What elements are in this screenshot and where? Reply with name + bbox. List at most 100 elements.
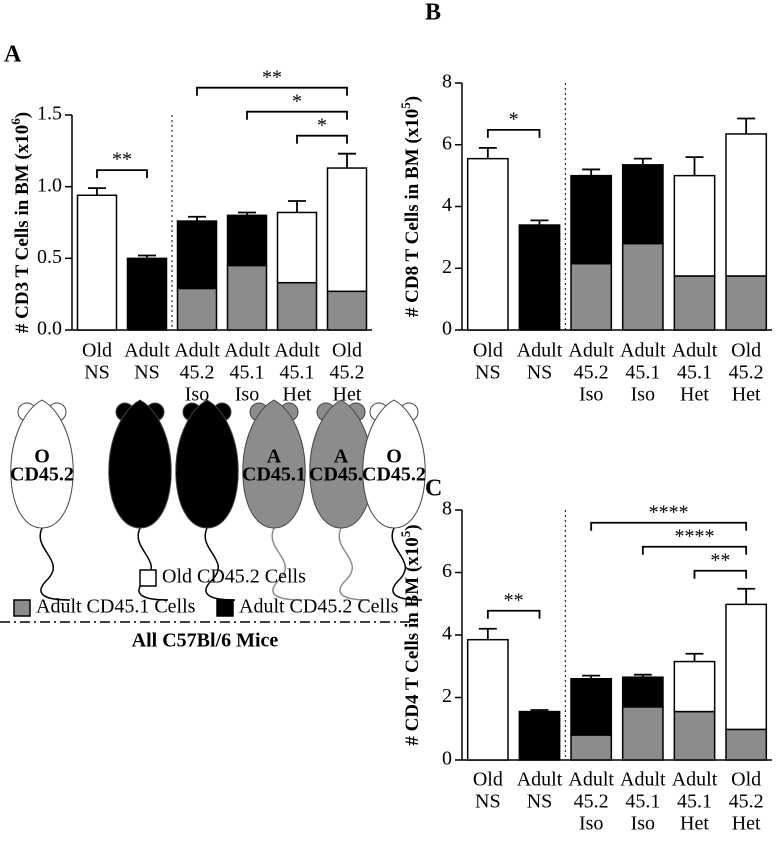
significance-bracket <box>196 86 348 96</box>
x-tick-label: Old <box>731 340 761 362</box>
significance-bracket <box>693 569 748 579</box>
bar-segment <box>570 174 613 265</box>
x-tick-label: NS <box>475 791 501 813</box>
legend-label: Adult CD45.2 Cells <box>239 596 399 618</box>
legend-swatch <box>216 599 234 617</box>
y-tick-label: 8 <box>442 498 452 520</box>
bar-segment <box>570 262 613 331</box>
mouse-body <box>175 399 239 529</box>
x-tick-label: NS <box>134 362 160 384</box>
mouse-tail <box>271 527 303 601</box>
y-tick-label: 4 <box>442 194 452 216</box>
mouse-letter: O <box>34 446 50 468</box>
significance-label: * <box>317 114 327 136</box>
footer: All C57Bl/6 Mice <box>132 630 279 652</box>
x-tick-label: Het <box>283 384 312 406</box>
bar-segment <box>621 164 664 245</box>
x-tick-label: Adult <box>224 340 270 362</box>
y-tick-label: 0 <box>442 318 452 340</box>
mouse-label: CD45.2 <box>362 464 426 486</box>
x-tick-label: Iso <box>579 813 603 835</box>
x-tick-label: 45.2 <box>729 362 764 384</box>
x-tick-label: Old <box>473 769 503 791</box>
x-tick-label: Adult <box>274 340 320 362</box>
error-bar <box>478 627 497 640</box>
significance-label: ** <box>504 589 524 611</box>
x-tick-label: Het <box>732 384 761 406</box>
bar-segment <box>518 224 561 331</box>
y-label-text: # CD4 T Cells in BM (x10 <box>402 537 423 745</box>
bar-segment <box>673 174 716 277</box>
error-bar <box>633 673 652 678</box>
significance-bracket <box>246 110 348 120</box>
bar-segment <box>673 275 716 331</box>
x-tick-label: 45.2 <box>574 791 609 813</box>
mouse-letter: O <box>386 446 402 468</box>
x-tick-label: Adult <box>124 340 170 362</box>
significance-label: ** <box>262 66 282 88</box>
y-tick-label: 6 <box>442 132 452 154</box>
bar-segment <box>326 290 368 331</box>
mouse-tail <box>391 527 423 601</box>
error-bar <box>633 157 652 165</box>
y-tick-label: 6 <box>442 560 452 582</box>
legend-entry: Adult CD45.2 Cells <box>216 596 399 618</box>
significance-label: ** <box>710 549 730 571</box>
significance-label: * <box>292 90 302 112</box>
mouse-label: CD45.1 <box>242 464 306 486</box>
mouse-body <box>108 399 172 529</box>
x-tick-label: 45.2 <box>330 362 365 384</box>
y-label-text: # CD8 T Cells in BM (x10 <box>402 109 423 317</box>
error-bar <box>737 587 756 605</box>
x-tick-label: 45.1 <box>230 362 265 384</box>
bar-segment <box>126 257 168 331</box>
bar-segment <box>725 728 768 761</box>
legend-label: Adult CD45.1 Cells <box>36 596 196 618</box>
y-label-exp: 5 <box>398 102 413 109</box>
x-tick-label: Adult <box>620 340 666 362</box>
x-tick-label: Iso <box>631 384 655 406</box>
x-tick-label: 45.2 <box>729 791 764 813</box>
x-tick-label: Iso <box>235 384 259 406</box>
bar-segment <box>621 706 664 761</box>
bar-segment <box>326 167 368 293</box>
significance-label: **** <box>675 525 715 547</box>
y-label-exp: 5 <box>398 530 413 537</box>
bar-segment <box>725 133 768 277</box>
y-axis-label: # CD4 T Cells in BM (x105) <box>398 524 423 745</box>
x-tick-label: 45.1 <box>625 362 660 384</box>
error-bar <box>685 652 704 662</box>
mouse-label: CD45.2 <box>175 464 239 486</box>
bar-segment <box>518 710 561 761</box>
bar-segment <box>570 734 613 761</box>
error-bar <box>737 117 756 134</box>
panel-label: B <box>425 0 441 26</box>
y-tick-label: 0.5 <box>37 246 62 268</box>
x-tick-label: Adult <box>174 340 220 362</box>
x-tick-label: Iso <box>579 384 603 406</box>
y-tick-label: 2 <box>442 685 452 707</box>
y-axis-label: # CD3 T Cells in BM (x106) <box>8 112 33 333</box>
x-tick-label: Old <box>473 340 503 362</box>
x-tick-label: Old <box>332 340 362 362</box>
bar-segment <box>176 287 218 331</box>
y-label-exp: 6 <box>8 118 23 125</box>
significance-bracket <box>641 545 748 555</box>
error-bar <box>530 219 549 226</box>
bar-segment <box>673 660 716 713</box>
legend-label: Old CD45.2 Cells <box>162 566 306 588</box>
x-tick-label: Adult <box>568 340 614 362</box>
mouse-letter: A <box>334 446 349 468</box>
bar-segment <box>176 220 218 290</box>
significance-label: ** <box>112 149 132 171</box>
x-tick-label: 45.1 <box>280 362 315 384</box>
bar-segment <box>570 678 613 736</box>
bar-segment <box>76 194 118 331</box>
x-tick-label: Iso <box>185 384 209 406</box>
y-label-end: ) <box>12 112 33 118</box>
y-tick-label: 1.0 <box>37 174 62 196</box>
bar-segment <box>725 275 768 331</box>
